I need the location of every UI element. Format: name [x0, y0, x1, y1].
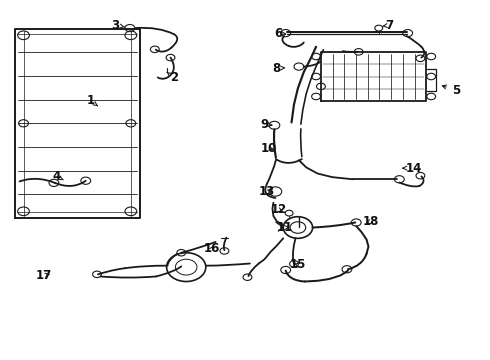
Text: 17: 17 — [36, 269, 52, 282]
Text: 16: 16 — [204, 242, 221, 255]
Text: 3: 3 — [111, 19, 125, 32]
Text: 10: 10 — [260, 142, 277, 155]
Text: 1: 1 — [87, 94, 98, 107]
Text: 2: 2 — [167, 71, 178, 84]
Text: 8: 8 — [273, 62, 285, 75]
Text: 14: 14 — [403, 162, 422, 175]
Text: 5: 5 — [442, 84, 460, 96]
Text: 15: 15 — [289, 258, 306, 271]
Text: 11: 11 — [277, 221, 294, 234]
Text: 12: 12 — [270, 203, 287, 216]
Text: 13: 13 — [259, 185, 275, 198]
Text: 4: 4 — [52, 170, 63, 183]
Text: 6: 6 — [274, 27, 286, 40]
Text: 9: 9 — [261, 118, 272, 131]
Text: 7: 7 — [383, 19, 393, 32]
Text: 18: 18 — [363, 215, 379, 228]
